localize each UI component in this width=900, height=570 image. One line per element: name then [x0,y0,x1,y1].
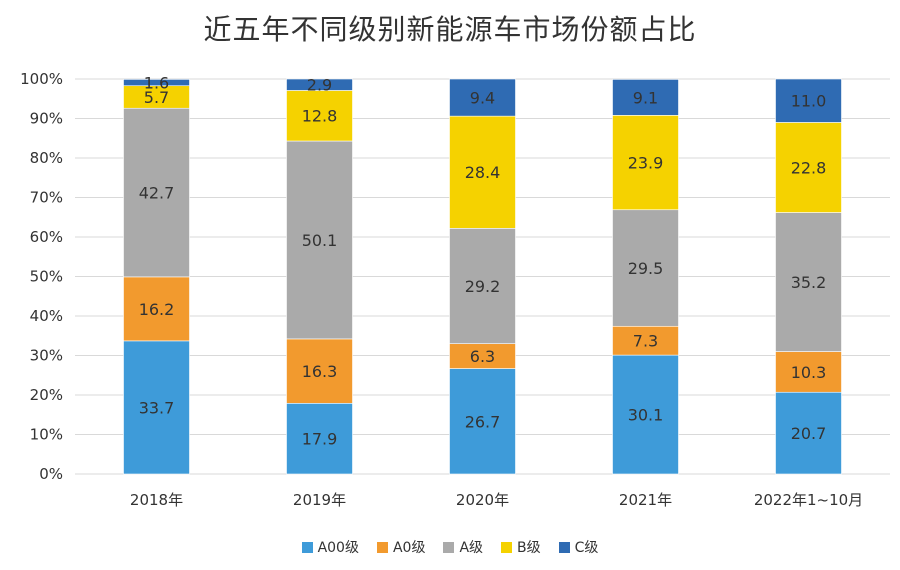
data-label: 5.7 [144,88,169,107]
data-label: 30.1 [628,406,664,425]
data-label: 26.7 [465,412,501,431]
chart-legend: A00级 A0级 A级 B级 C级 [0,535,900,559]
data-label: 16.2 [139,300,175,319]
legend-label: B级 [517,540,541,556]
bar-segment [449,78,516,117]
data-label: 29.5 [628,259,664,278]
bar-segment [123,79,190,87]
data-label: 1.6 [144,74,169,93]
data-label: 29.2 [465,277,501,296]
data-label: 17.9 [302,430,338,449]
data-label: 12.8 [302,107,338,126]
y-tick-label: 30% [30,347,63,365]
legend-swatch [301,541,313,553]
bar-segment [123,340,190,475]
legend-label: C级 [574,540,599,556]
legend-swatch [558,541,570,553]
bar-segment [612,354,679,475]
data-label: 6.3 [470,347,495,366]
y-tick-label: 100% [20,70,63,88]
chart-plot: 0% 10% 20% 30% 40% 50% 60% 70% 80% 90% 100% 33.7 16.… [20,70,890,509]
y-tick-label: 80% [30,149,63,167]
y-tick-label: 20% [30,386,63,404]
legend-swatch [443,541,455,553]
x-tick-label: 2022年1~10月 [754,491,863,509]
legend-item: C级 [558,537,599,557]
bar-segment [612,115,679,211]
legend-label: A00级 [317,540,359,556]
legend-item: A0级 [376,537,426,557]
legend-item: A00级 [301,537,359,557]
data-label: 9.1 [633,88,658,107]
bar-segment [612,79,679,116]
data-label: 2.9 [307,76,332,95]
data-label: 42.7 [139,184,175,203]
bar-segment [286,140,353,340]
bar-segment [775,351,842,393]
bar-segment [286,90,353,142]
bar-segment [123,107,190,278]
data-label: 33.7 [139,398,175,417]
data-label: 20.7 [791,424,827,443]
bar-segment [612,325,679,356]
y-tick-label: 0% [39,465,63,483]
y-tick-label: 90% [30,110,63,128]
legend-swatch [376,541,388,553]
data-label: 22.8 [791,158,827,177]
data-label: 10.3 [791,363,827,382]
bar-segment [123,276,190,342]
bar-segment [449,343,516,369]
legend-label: A级 [459,540,484,556]
bar-segment [449,115,516,229]
bar-segment [612,209,679,327]
bar-segment [286,338,353,404]
chart-title: 近五年不同级别新能源车市场份额占比 [203,13,697,46]
data-label: 16.3 [302,362,338,381]
bar-segment [775,391,842,475]
data-label: 7.3 [633,332,658,351]
y-tick-label: 10% [30,426,63,444]
legend-swatch [501,541,513,553]
data-label: 11.0 [791,92,827,111]
bar-segment [775,212,842,352]
x-tick-label: 2018年 [130,491,183,509]
y-tick-label: 40% [30,307,63,325]
bar-segment [286,402,353,475]
bar-segment [286,78,353,91]
data-label: 35.2 [791,273,827,292]
legend-item: B级 [501,537,541,557]
data-label: 23.9 [628,154,664,173]
y-tick-label: 60% [30,228,63,246]
y-tick-label: 70% [30,189,63,207]
x-tick-label: 2021年 [619,491,672,509]
bar-segment [775,78,842,123]
legend-label: A0级 [392,540,426,556]
data-label: 50.1 [302,231,338,250]
bar-segment [775,122,842,213]
legend-item: A级 [443,537,483,557]
bar-segment [449,228,516,344]
data-label: 28.4 [465,163,501,182]
x-tick-label: 2019年 [293,491,346,509]
y-tick-label: 50% [30,268,63,286]
x-tick-label: 2020年 [456,491,509,509]
data-label: 9.4 [470,89,495,108]
